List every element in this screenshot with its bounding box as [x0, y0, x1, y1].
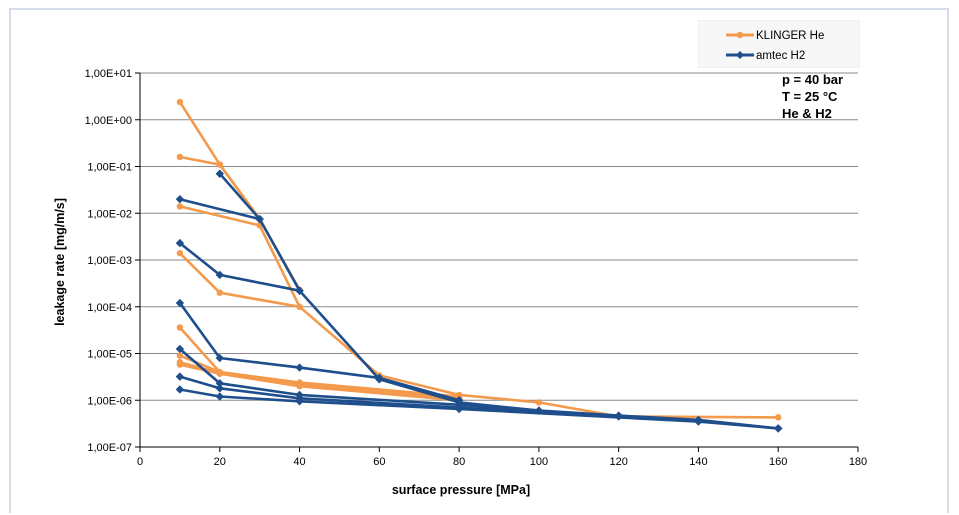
plot-area [175, 98, 783, 433]
data-point [216, 370, 223, 377]
y-tick-label: 1,00E-07 [87, 442, 132, 454]
x-tick-label: 160 [769, 456, 787, 468]
legend-box [698, 20, 860, 68]
data-point [454, 404, 464, 414]
x-tick-label: 180 [849, 456, 867, 468]
data-point [775, 414, 782, 421]
series-line [179, 242, 300, 292]
data-point [535, 399, 543, 406]
data-point [176, 203, 184, 210]
data-point [176, 361, 184, 368]
x-tick-label: 60 [373, 456, 385, 468]
x-tick-label: 20 [214, 456, 226, 468]
y-tick-label: 1,00E-01 [87, 162, 132, 174]
data-point [255, 214, 264, 224]
data-point [375, 373, 384, 383]
x-tick-label: 40 [293, 456, 305, 468]
series-line [179, 363, 460, 402]
legend-marker-amtec [736, 51, 744, 59]
data-point [296, 303, 303, 310]
data-point [215, 392, 224, 401]
x-tick-label: 0 [137, 456, 143, 468]
legend: KLINGER He amtec H2 [726, 30, 824, 62]
x-tick-label: 120 [609, 456, 627, 468]
y-tick-label: 1,00E-03 [87, 255, 132, 267]
data-point [694, 417, 703, 426]
y-tick-label: 1,00E+01 [85, 68, 132, 80]
data-point [774, 424, 783, 433]
data-point [215, 169, 224, 178]
data-point [175, 372, 185, 381]
data-point [295, 397, 304, 406]
data-point [216, 289, 223, 296]
data-point [296, 382, 303, 390]
legend-label-amtec: amtec H2 [756, 50, 805, 62]
data-point [215, 384, 224, 393]
annotation-box: p = 40 bar T = 25 °C He & H2 [782, 72, 843, 121]
data-point [215, 353, 224, 363]
data-point [175, 238, 185, 248]
gridlines [140, 72, 858, 401]
x-tick-label: 80 [453, 456, 465, 468]
data-point [175, 194, 185, 204]
data-point [175, 344, 185, 354]
legend-marker-klinger [736, 31, 744, 39]
data-point [176, 98, 184, 106]
tick-labels: 1,00E-07 1,00E-06 1,00E-05 1,00E-04 1,00E-03… [85, 68, 868, 468]
series-line [218, 172, 779, 430]
x-tick-label: 140 [689, 456, 707, 468]
series-amtec-h2 [175, 169, 783, 433]
y-tick-label: 1,00E-05 [87, 349, 132, 361]
data-point [176, 153, 184, 161]
x-tick-label: 100 [530, 456, 548, 468]
annotation-gases: He & H2 [782, 106, 832, 121]
data-point [295, 363, 304, 372]
annotation-temperature: T = 25 °C [782, 89, 838, 104]
x-axis-title: surface pressure [MPa] [392, 483, 530, 497]
data-point [176, 249, 184, 257]
legend-label-klinger: KLINGER He [756, 30, 824, 42]
y-tick-label: 1,00E-02 [87, 208, 132, 220]
y-axis-title: leakage rate [mg/m/s] [53, 198, 67, 326]
data-point [454, 396, 464, 405]
axes [135, 72, 859, 452]
data-point [176, 352, 184, 359]
data-point [176, 324, 184, 331]
series-line [179, 197, 261, 221]
data-point [215, 270, 224, 280]
y-tick-label: 1,00E-06 [87, 395, 132, 407]
y-tick-label: 1,00E-04 [87, 302, 132, 314]
data-point [175, 385, 185, 394]
annotation-pressure: p = 40 bar [782, 72, 843, 87]
y-tick-label: 1,00E+00 [85, 115, 132, 127]
data-point [215, 379, 224, 388]
data-point [295, 286, 304, 295]
series-line [179, 388, 779, 430]
data-point [175, 298, 185, 308]
data-point [216, 161, 223, 168]
